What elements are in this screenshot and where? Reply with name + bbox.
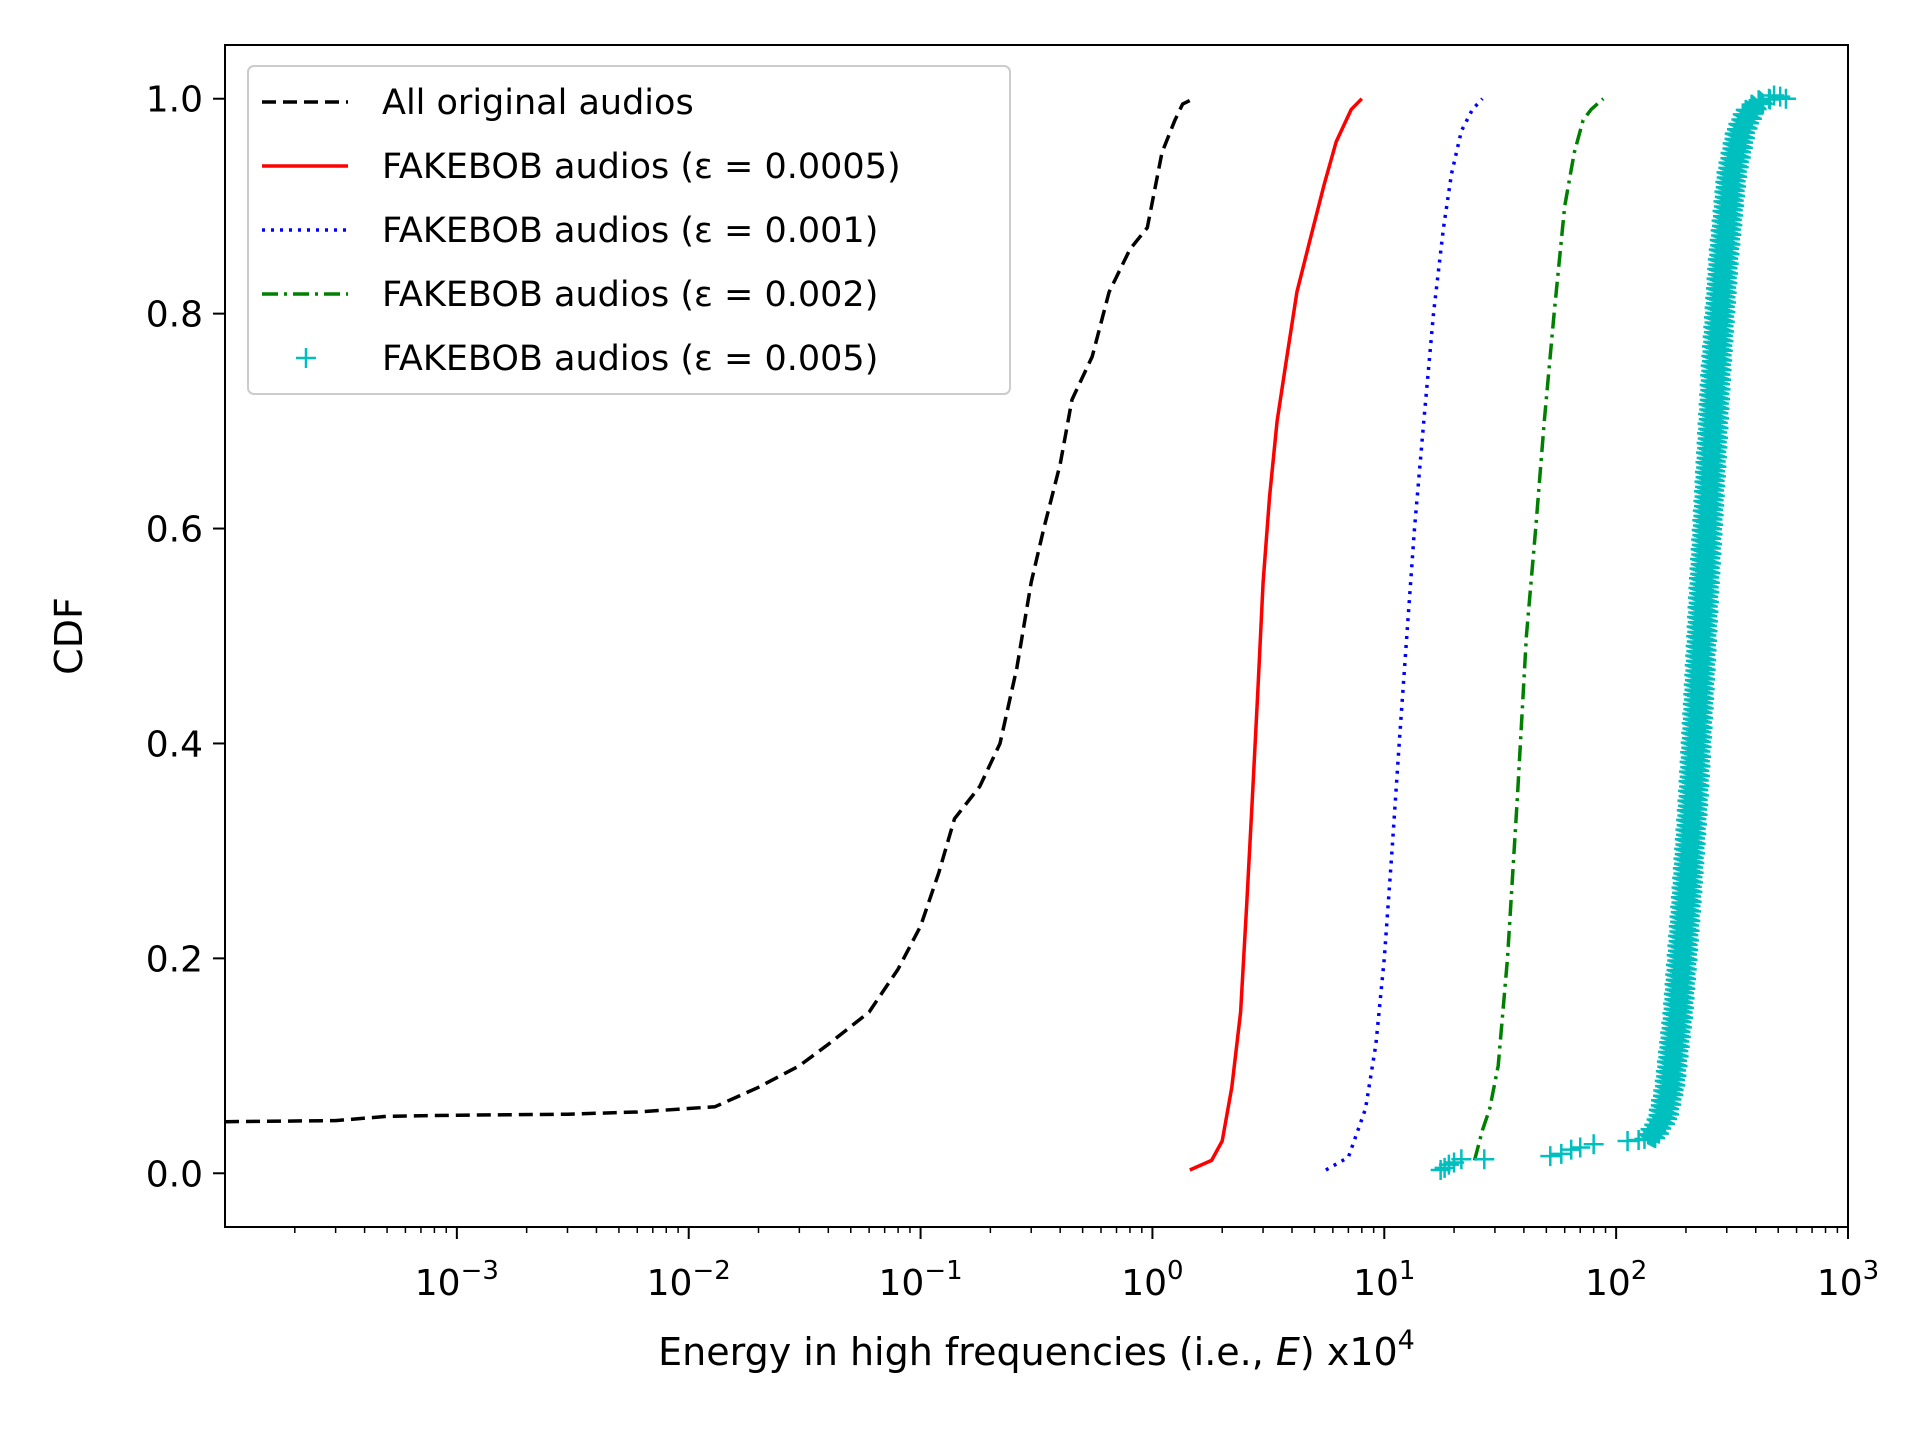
- y-axis-label: CDF: [47, 597, 91, 675]
- x-tick-label: 103: [1817, 1256, 1879, 1304]
- plot-frame: [224, 44, 1849, 1228]
- x-label-sup: 4: [1398, 1325, 1415, 1356]
- series-point: [1561, 1139, 1582, 1160]
- legend-label: FAKEBOB audios (ε = 0.001): [382, 211, 878, 251]
- x-tick-exponent: −3: [461, 1256, 499, 1286]
- series-point: [1438, 1154, 1459, 1175]
- x-tick-exponent: 0: [1167, 1256, 1184, 1286]
- y-tick-label: 0.0: [146, 1154, 203, 1195]
- x-label-var: E: [1276, 1330, 1300, 1374]
- legend-label: All original audios: [382, 83, 694, 123]
- series-point: [1474, 1149, 1495, 1170]
- x-tick-base: 10: [1817, 1263, 1863, 1304]
- x-tick-base: 10: [1121, 1263, 1167, 1304]
- legend-label: FAKEBOB audios (ε = 0.002): [382, 275, 878, 315]
- plot-area: [225, 85, 1796, 1181]
- x-tick-base: 10: [1585, 1263, 1631, 1304]
- x-tick-label: 10−2: [647, 1256, 731, 1304]
- x-tick-exponent: −2: [692, 1256, 730, 1286]
- series-1: [1189, 97, 1364, 1172]
- series-point: [1583, 1134, 1604, 1155]
- legend: All original audios FAKEBOB audios (ε = 0…: [247, 65, 1011, 395]
- x-tick-base: 10: [647, 1263, 693, 1304]
- series-2: [1325, 97, 1484, 1172]
- series-line: [1325, 97, 1484, 1172]
- series-point: [1628, 1129, 1649, 1150]
- x-label-suffix: ) x10: [1300, 1330, 1398, 1374]
- series-point: [1540, 1146, 1561, 1167]
- x-tick-label: 100: [1121, 1256, 1183, 1304]
- legend-item-0: All original audios: [262, 83, 694, 123]
- y-tick-label: 0.2: [146, 939, 203, 980]
- y-tick-label: 0.8: [146, 295, 203, 336]
- legend-item-3: FAKEBOB audios (ε = 0.002): [262, 275, 878, 315]
- legend-item-2: FAKEBOB audios (ε = 0.001): [262, 211, 878, 251]
- y-tick-label: 1.0: [146, 80, 203, 121]
- x-tick-base: 10: [415, 1263, 461, 1304]
- x-tick-exponent: −1: [924, 1256, 962, 1286]
- series-4: [1430, 85, 1796, 1181]
- series-line: [1472, 97, 1605, 1161]
- legend-label: FAKEBOB audios (ε = 0.0005): [382, 147, 901, 187]
- x-label-prefix: Energy in high frequencies (i.e.,: [658, 1330, 1276, 1374]
- x-tick-label: 102: [1585, 1256, 1647, 1304]
- x-tick-exponent: 1: [1399, 1256, 1416, 1286]
- y-tick-label: 0.4: [146, 724, 203, 765]
- series-line: [1189, 97, 1364, 1172]
- x-axis-label: Energy in high frequencies (i.e., E) x10…: [658, 1325, 1415, 1374]
- x-axis: 10−3 10−2 10−1 100 101 102 103: [294, 1227, 1879, 1304]
- series-3: [1472, 97, 1605, 1161]
- y-axis: 0.0 0.2 0.4 0.6 0.8 1.0: [146, 80, 225, 1195]
- series-point: [1775, 88, 1796, 109]
- series-point: [1570, 1137, 1591, 1158]
- series-point: [296, 348, 316, 368]
- x-tick-base: 10: [1353, 1263, 1399, 1304]
- x-tick-label: 101: [1353, 1256, 1415, 1304]
- legend-item-1: FAKEBOB audios (ε = 0.0005): [262, 147, 901, 187]
- series-line: [225, 97, 1195, 1124]
- x-tick-exponent: 3: [1863, 1256, 1880, 1286]
- x-tick-label: 10−1: [879, 1256, 963, 1304]
- x-tick-base: 10: [879, 1263, 925, 1304]
- series-point: [1451, 1149, 1472, 1170]
- series-point: [1430, 1160, 1451, 1181]
- legend-label: FAKEBOB audios (ε = 0.005): [382, 339, 878, 379]
- series-point: [1759, 88, 1780, 109]
- series-point: [1434, 1157, 1455, 1178]
- legend-box: [247, 65, 1011, 395]
- x-tick-label: 10−3: [415, 1256, 499, 1304]
- legend-item-4: FAKEBOB audios (ε = 0.005): [296, 339, 878, 379]
- series-0: [225, 97, 1195, 1124]
- y-tick-label: 0.6: [146, 510, 203, 551]
- x-tick-exponent: 2: [1631, 1256, 1648, 1286]
- series-point: [1551, 1143, 1572, 1164]
